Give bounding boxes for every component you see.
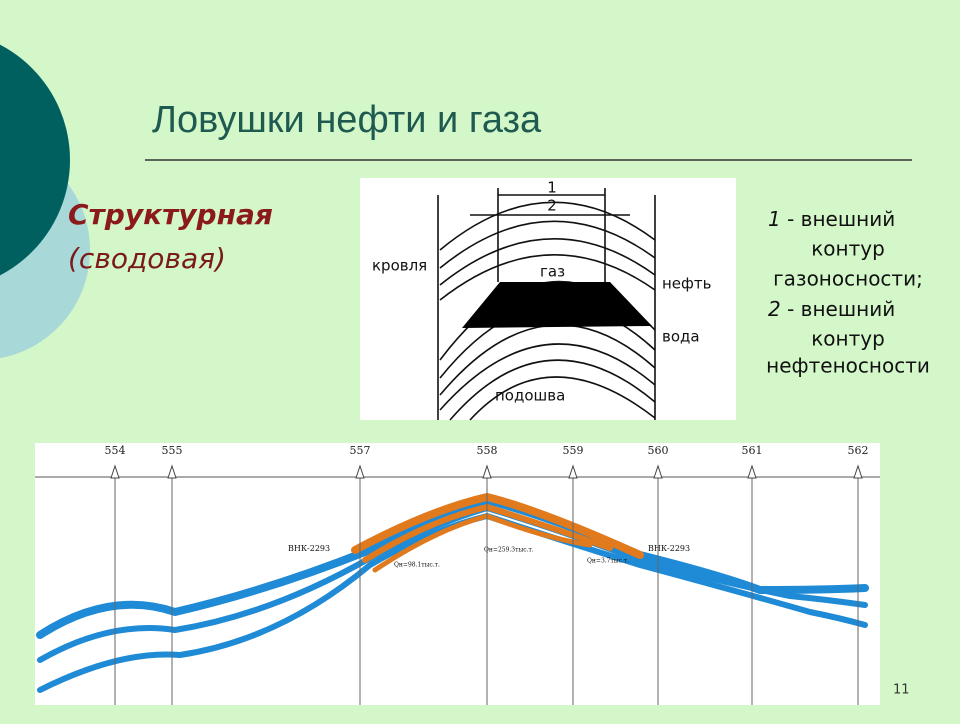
diagram-label: подошва <box>495 387 565 405</box>
legend-line: контур <box>811 327 885 351</box>
diagram-label: 1 <box>547 179 557 197</box>
diagram-label: газ <box>540 263 565 281</box>
well-arrow <box>853 464 863 479</box>
well-label: 562 <box>848 444 869 457</box>
diagram-label: нефть <box>662 275 711 293</box>
yield-label: Qн=3.7тыс.т. <box>587 558 629 565</box>
contact-label: ВНК-2293 <box>288 544 330 553</box>
well-arrow <box>167 464 177 479</box>
legend-line: нефтеносности <box>766 354 930 378</box>
well-label: 560 <box>648 444 669 457</box>
diagram-label: кровля <box>372 257 427 275</box>
well-arrow <box>110 464 120 479</box>
title: Ловушки нефти и газа <box>152 99 542 141</box>
legend-number: 1 - внешний <box>768 207 895 231</box>
legend-line: газоносности; <box>773 267 923 291</box>
legend-number: 2 - внешний <box>768 297 895 321</box>
yield-label: Qн=98.1тыс.т. <box>394 562 440 569</box>
diagram-label: 2 <box>547 197 557 215</box>
legend-line: контур <box>811 237 885 261</box>
well-label: 559 <box>563 444 584 457</box>
contact-label: ВНК-2293 <box>648 544 690 553</box>
well-label: 554 <box>105 444 126 457</box>
trap-subtype: (сводовая) <box>68 242 226 275</box>
oil-body <box>462 282 652 328</box>
well-arrow <box>355 464 365 479</box>
slide-number: 11 <box>893 683 910 698</box>
yield-label: Qн=259.3тыс.т. <box>484 547 534 554</box>
well-arrow <box>568 464 578 479</box>
well-label: 561 <box>742 444 763 457</box>
well-label: 555 <box>162 444 183 457</box>
well-label: 558 <box>477 444 498 457</box>
well-arrow <box>653 464 663 479</box>
section-bg <box>35 443 880 705</box>
well-arrow <box>747 464 757 479</box>
trap-type: Структурная <box>68 198 273 231</box>
legend: 1 - внешний контур газоносности; 2 - вне… <box>766 207 930 378</box>
trap-diagram: 1 2 кровля газ нефть вода подошва <box>360 178 736 421</box>
diagram-label: вода <box>662 328 700 346</box>
deco-circle-dark <box>0 44 70 276</box>
cross-section: ВНК-2293 ВНК-2293 Qн=98.1тыс.т. Qн=259.3… <box>35 443 880 705</box>
well-arrow <box>482 464 492 479</box>
well-label: 557 <box>350 444 371 457</box>
